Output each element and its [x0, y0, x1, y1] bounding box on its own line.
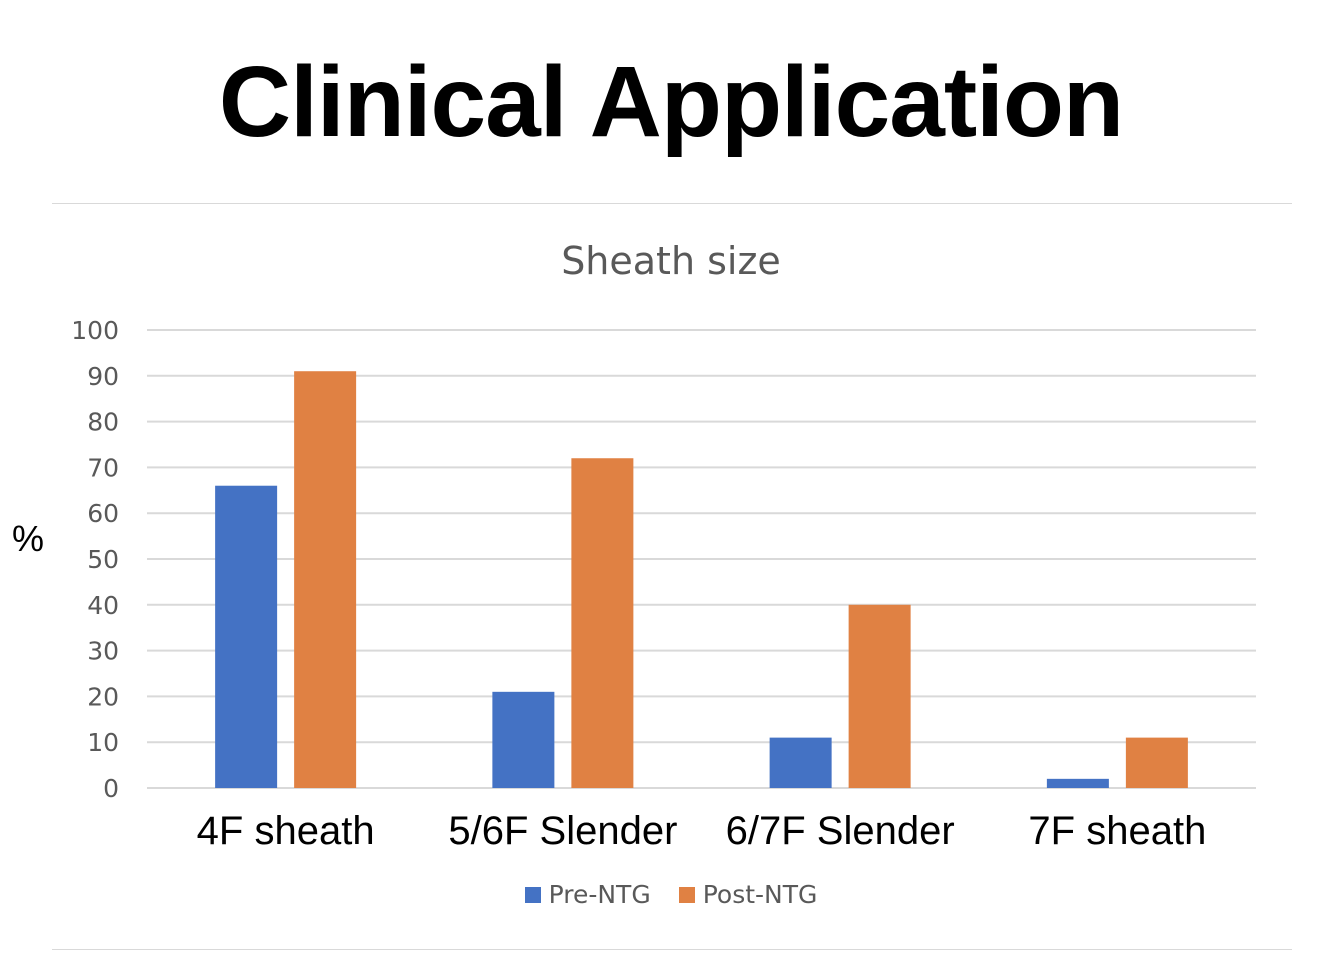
- x-tick-label: 7F sheath: [1028, 809, 1206, 853]
- y-tick-label: 60: [87, 499, 119, 528]
- chart-frame: [52, 203, 1292, 950]
- bar-pre-ntg-4: [1046, 778, 1109, 788]
- legend-item: Post-NTG: [678, 880, 818, 909]
- y-tick-label: 50: [87, 545, 119, 574]
- bar-pre-ntg-1: [215, 485, 278, 788]
- x-tick-labels: 4F sheath 5/6F Slender 6/7F Slender 7F shea…: [197, 809, 1207, 853]
- legend-swatch: [524, 886, 541, 903]
- legend-label: Post-NTG: [702, 880, 818, 909]
- y-tick-label: 100: [71, 316, 119, 345]
- legend-item: Pre-NTG: [524, 880, 651, 909]
- legend-label: Pre-NTG: [548, 880, 651, 909]
- y-tick-label: 10: [87, 728, 119, 757]
- y-tick-label: 80: [87, 408, 119, 437]
- y-tick-label: 90: [87, 362, 119, 391]
- y-tick-label: 40: [87, 591, 119, 620]
- y-tick-label: 20: [87, 682, 119, 711]
- legend: Pre-NTG Post-NTG: [0, 880, 1342, 909]
- bar-post-ntg-1: [294, 371, 357, 788]
- y-tick-label: 70: [87, 453, 119, 482]
- x-tick-label: 4F sheath: [197, 809, 375, 853]
- x-tick-label: 5/6F Slender: [448, 809, 677, 853]
- y-tick-label: 30: [87, 637, 119, 666]
- chart-title: Sheath size: [561, 239, 781, 283]
- bar-pre-ntg-3: [769, 737, 832, 788]
- slide-title: Clinical Application: [218, 46, 1124, 158]
- bar-post-ntg-3: [848, 604, 911, 788]
- bar-pre-ntg-2: [492, 691, 555, 788]
- x-tick-label: 6/7F Slender: [726, 809, 955, 853]
- bar-post-ntg-2: [571, 458, 634, 788]
- y-axis-label: %: [12, 518, 45, 559]
- y-tick-labels: 0 10 20 30 40 50 60 70 80 90 100: [71, 316, 119, 803]
- bars: [215, 371, 1188, 788]
- y-tick-label: 0: [103, 774, 119, 803]
- legend-swatch: [678, 886, 695, 903]
- bar-post-ntg-4: [1125, 737, 1188, 788]
